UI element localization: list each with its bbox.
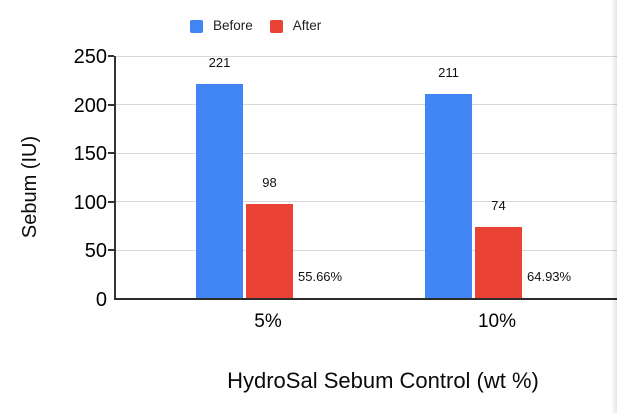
value-label-after-5pct: 98 [262,174,277,190]
chart-legend: Before After [190,19,321,33]
bar-before-10pct[interactable] [425,93,472,299]
legend-item-before[interactable]: Before [190,19,253,33]
x-tick-label-10pct: 10% [477,311,517,332]
legend-swatch-before [190,19,203,33]
y-tick-mark-250 [108,55,114,57]
legend-label-after: After [292,18,322,33]
reduction-annotation-10pct: 64.93% [527,269,572,284]
y-tick-mark-150 [108,152,114,155]
y-tick-label-200: 200 [73,94,107,117]
gridline-200 [114,104,617,106]
y-tick-label-100: 100 [73,191,107,214]
y-tick-label-150: 150 [73,143,107,166]
y-axis-line [114,56,116,300]
y-tick-mark-100 [108,200,114,203]
x-axis-title: HydroSal Sebum Control (wt %) [227,368,539,393]
y-tick-label-50: 50 [84,240,107,263]
y-tick-mark-50 [108,249,114,252]
legend-swatch-after [269,19,283,33]
legend-label-before: Before [213,18,253,33]
y-tick-label-0: 0 [95,289,107,311]
legend-item-after[interactable]: After [269,18,322,33]
y-axis-title: Sebum (IU) [19,135,41,239]
reduction-annotation-5pct: 55.66% [298,269,343,284]
gridline-50 [114,249,617,251]
value-label-before-5pct: 221 [208,55,231,71]
y-tick-label-250: 250 [73,46,107,68]
gridline-150 [114,152,617,154]
bar-after-10pct[interactable] [475,227,522,299]
right-edge-shadow [611,0,617,413]
value-label-after-10pct: 74 [491,198,506,214]
bar-before-5pct[interactable] [196,84,243,299]
y-tick-mark-200 [108,103,114,106]
x-tick-label-5pct: 5% [254,311,282,332]
x-axis-line [114,298,617,300]
gridline-250 [114,55,617,57]
gridline-100 [114,201,617,203]
bar-after-5pct[interactable] [246,203,293,299]
value-label-before-10pct: 211 [438,64,459,80]
